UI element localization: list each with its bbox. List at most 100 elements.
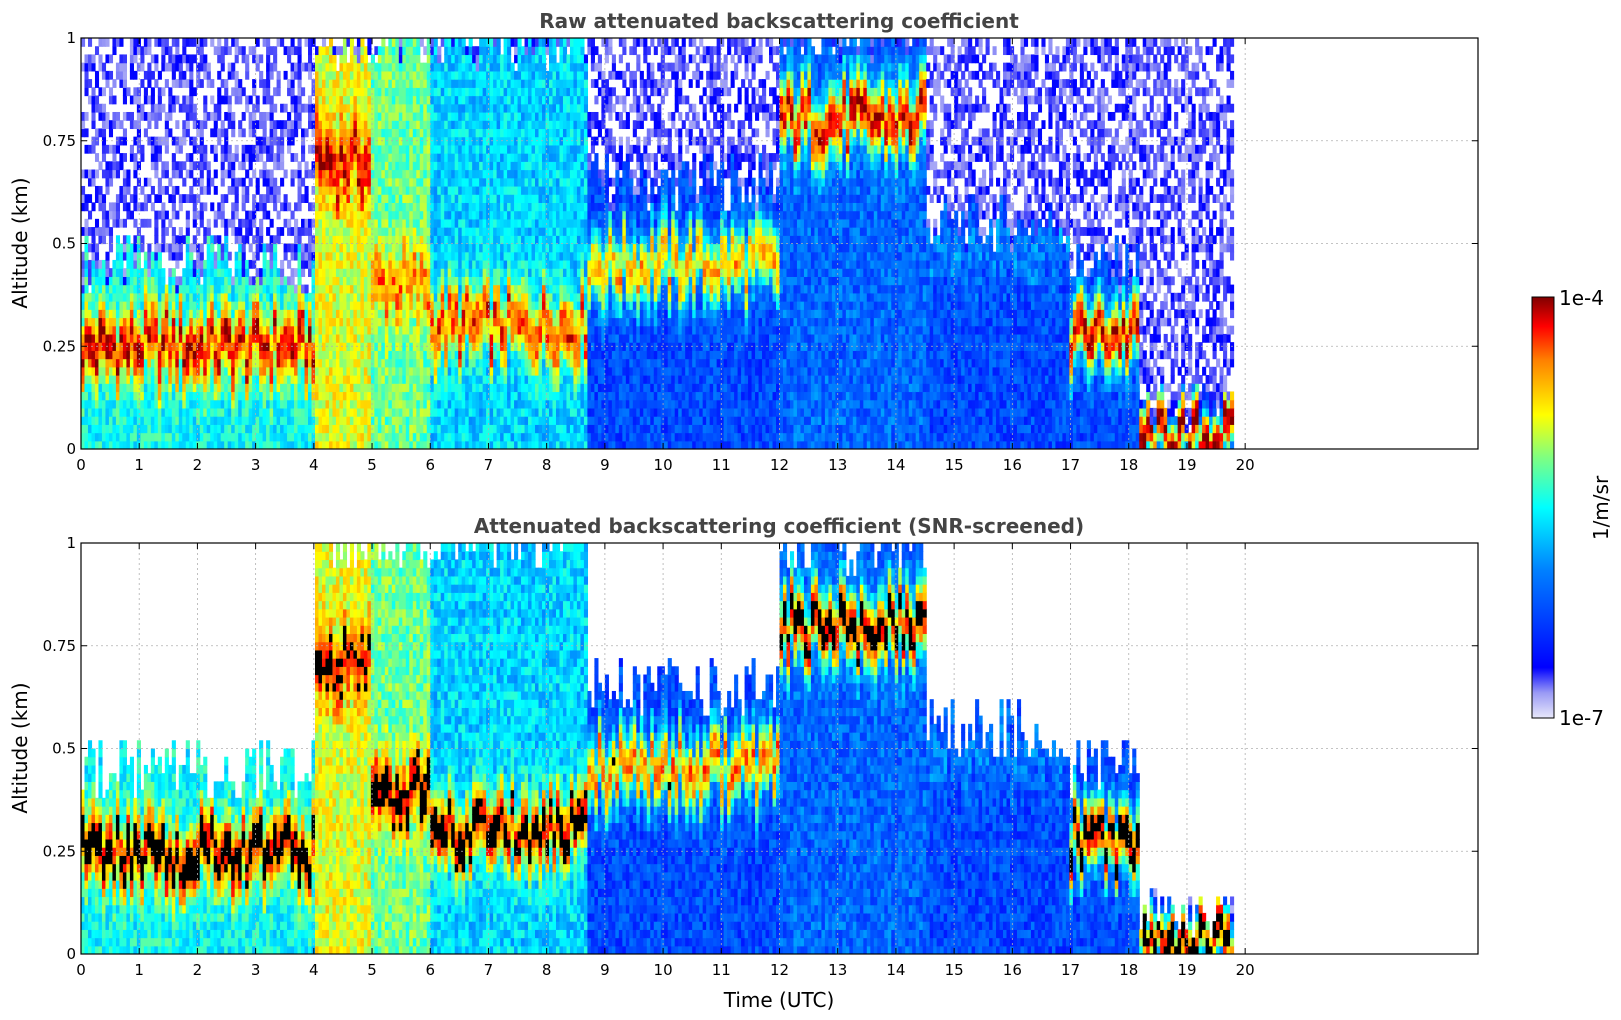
heatmap-cell [199,301,204,310]
heatmap-cell [252,202,257,212]
heatmap-cell [171,416,176,425]
heatmap-cell [454,317,459,327]
heatmap-cell [234,194,239,203]
heatmap-cell [472,70,477,80]
heatmap-cell [105,111,110,121]
heatmap-cell [346,79,351,88]
heatmap-cell [398,259,403,269]
heatmap-cell [447,62,452,72]
heatmap-cell [273,120,278,130]
heatmap-cell [287,128,292,138]
heatmap-cell [105,79,110,88]
heatmap-cell [416,383,421,393]
heatmap-cell [136,432,141,442]
heatmap-cell [451,235,456,245]
heatmap-cell [294,350,299,360]
heatmap-cell [447,358,452,368]
heatmap-cell [384,169,389,179]
heatmap-cell [367,317,372,327]
heatmap-cell [447,95,452,105]
heatmap-cell [482,375,487,384]
heatmap-cell [297,301,302,310]
heatmap-cell [468,350,473,360]
heatmap-cell [342,144,348,154]
heatmap-cell [472,62,477,72]
heatmap-cell [266,391,271,401]
heatmap-cell [140,153,145,162]
heatmap-cell [213,301,218,310]
heatmap-cell [409,424,414,434]
heatmap-cell [419,79,424,88]
heatmap-cell [412,358,417,368]
heatmap-cell [353,62,358,72]
heatmap-cell [245,440,250,449]
heatmap-cell [147,177,152,187]
heatmap-cell [325,432,330,442]
heatmap-cell [398,210,403,220]
heatmap-cell [342,87,348,97]
heatmap-cell [238,79,243,88]
heatmap-cell [381,194,386,203]
heatmap-cell [227,333,232,343]
heatmap-cell [91,62,96,72]
heatmap-cell [94,317,100,327]
heatmap-cell [444,407,449,417]
heatmap-cell [377,169,382,179]
heatmap-cell [447,218,452,228]
heatmap-cell [178,194,183,203]
heatmap-cell [398,399,403,409]
heatmap-cell [391,144,396,154]
heatmap-cell [367,350,372,360]
heatmap-cell [356,325,361,335]
heatmap-cell [150,301,155,310]
heatmap-cell [290,243,295,253]
heatmap-cell [276,235,281,245]
heatmap-cell [367,407,372,417]
heatmap-cell [171,185,176,195]
heatmap-cell [332,309,337,319]
heatmap-cell [342,383,348,393]
heatmap-cell [486,87,491,97]
heatmap-cell [349,301,355,310]
heatmap-cell [444,317,449,327]
heatmap-cell [335,210,341,220]
heatmap-cell [356,144,361,154]
heatmap-cell [126,375,131,384]
heatmap-cell [388,177,393,187]
heatmap-cell [217,251,222,261]
heatmap-cell [479,259,484,269]
heatmap-cell [405,375,410,384]
heatmap-cell [297,251,302,261]
heatmap-cell [437,210,442,220]
heatmap-cell [224,358,229,368]
heatmap-cell [297,103,302,113]
heatmap-cell [227,358,232,368]
heatmap-cell [164,407,169,417]
heatmap-cell [171,95,176,105]
heatmap-cell [325,144,330,154]
heatmap-cell [360,276,365,286]
heatmap-cell [122,317,127,327]
heatmap-cell [129,375,134,384]
heatmap-cell [259,317,264,327]
heatmap-cell [147,350,152,360]
heatmap-cell [304,128,309,138]
heatmap-cell [210,416,215,425]
heatmap-cell [294,432,299,442]
heatmap-cell [360,79,365,88]
heatmap-cell [119,432,124,442]
heatmap-cell [122,194,127,203]
heatmap-cell [381,309,386,319]
heatmap-cell [342,407,348,417]
heatmap-cell [458,120,463,130]
heatmap-cell [444,375,449,384]
heatmap-cell [157,342,162,351]
heatmap-cell [98,440,103,449]
heatmap-cell [185,301,190,310]
heatmap-cell [105,416,110,425]
heatmap-cell [290,70,295,80]
heatmap-cell [262,383,267,393]
heatmap-cell [444,202,449,212]
heatmap-cell [447,292,452,302]
heatmap-cell [339,46,344,56]
